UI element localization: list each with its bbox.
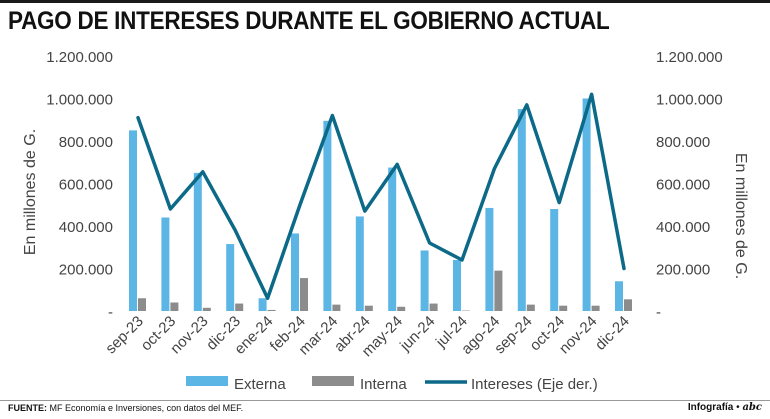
bar-interna <box>494 270 503 311</box>
bar-externa <box>129 130 137 311</box>
bar-interna <box>397 306 406 311</box>
top-rule <box>0 0 770 3</box>
bar-externa <box>193 172 202 311</box>
bar-interna <box>559 305 568 311</box>
bar-interna <box>138 298 146 311</box>
bar-interna <box>267 309 276 311</box>
bar-interna <box>591 305 600 311</box>
bar-externa <box>485 207 494 311</box>
bar-externa <box>615 281 623 311</box>
legend-swatch-interna <box>312 376 354 386</box>
bar-interna <box>364 305 373 311</box>
bar-interna <box>202 307 211 311</box>
x-tick-label: dic-24 <box>592 313 633 354</box>
line-intereses <box>136 92 626 300</box>
right-tick-label: 600.000 <box>656 177 710 194</box>
right-tick-label: 800.000 <box>656 134 710 151</box>
left-tick-label: 600.000 <box>59 177 113 194</box>
bar-externa <box>323 120 332 311</box>
bar-externa <box>388 167 397 311</box>
credit-label: Infografía <box>687 402 734 413</box>
combo-chart: - - 200.000 200.000 400.000 400.000 600.000 600… <box>22 49 749 393</box>
right-tick-label: - <box>656 304 661 321</box>
bar-externa <box>550 209 559 311</box>
left-tick-label: 1.000.000 <box>46 92 113 109</box>
right-tick-label: 1.200.000 <box>656 49 723 66</box>
bar-interna <box>429 303 438 311</box>
bar-externa <box>258 298 267 311</box>
left-tick-label: 1.200.000 <box>46 49 113 66</box>
source-label: FUENTE: <box>8 403 47 413</box>
bar-interna <box>235 303 244 311</box>
source-text: MF Economía e Inversiones, con datos del… <box>49 403 244 413</box>
bar-interna <box>526 304 535 311</box>
bar-externa <box>355 216 364 311</box>
left-tick-label: 200.000 <box>59 262 113 279</box>
right-tick-label: 400.000 <box>656 219 710 236</box>
bar-externa <box>291 233 299 311</box>
bar-externa <box>517 109 526 311</box>
abc-logo: abc <box>742 402 762 413</box>
left-tick-label: - <box>108 304 113 321</box>
bar-interna <box>170 302 179 311</box>
legend-label-intereses: Intereses (Eje der.) <box>471 376 598 393</box>
right-tick-label: 200.000 <box>656 262 710 279</box>
source-note: FUENTE: MF Economía e Inversiones, con d… <box>8 403 243 413</box>
legend-label-externa: Externa <box>234 376 286 393</box>
legend-label-interna: Interna <box>360 376 407 393</box>
bar-interna <box>624 299 632 311</box>
chart-title: PAGO DE INTERESES DURANTE EL GOBIERNO AC… <box>8 7 610 35</box>
credit: Infografía • abc <box>687 402 762 413</box>
bar-externa <box>453 260 461 311</box>
bar-externa <box>161 217 170 311</box>
right-tick-label: 1.000.000 <box>656 92 723 109</box>
right-axis-title: En millones de G. <box>732 153 749 279</box>
legend-swatch-externa <box>186 376 228 386</box>
left-axis-title: En millones de G. <box>22 129 39 255</box>
left-tick-label: 800.000 <box>59 134 113 151</box>
footer-rule <box>0 400 770 401</box>
left-tick-label: 400.000 <box>59 219 113 236</box>
bar-interna <box>300 278 308 311</box>
bar-externa <box>226 244 235 311</box>
bar-interna <box>332 304 341 311</box>
bar-externa <box>582 98 591 311</box>
x-tick-label: jun-24 <box>396 313 438 355</box>
bar-externa <box>420 250 429 311</box>
